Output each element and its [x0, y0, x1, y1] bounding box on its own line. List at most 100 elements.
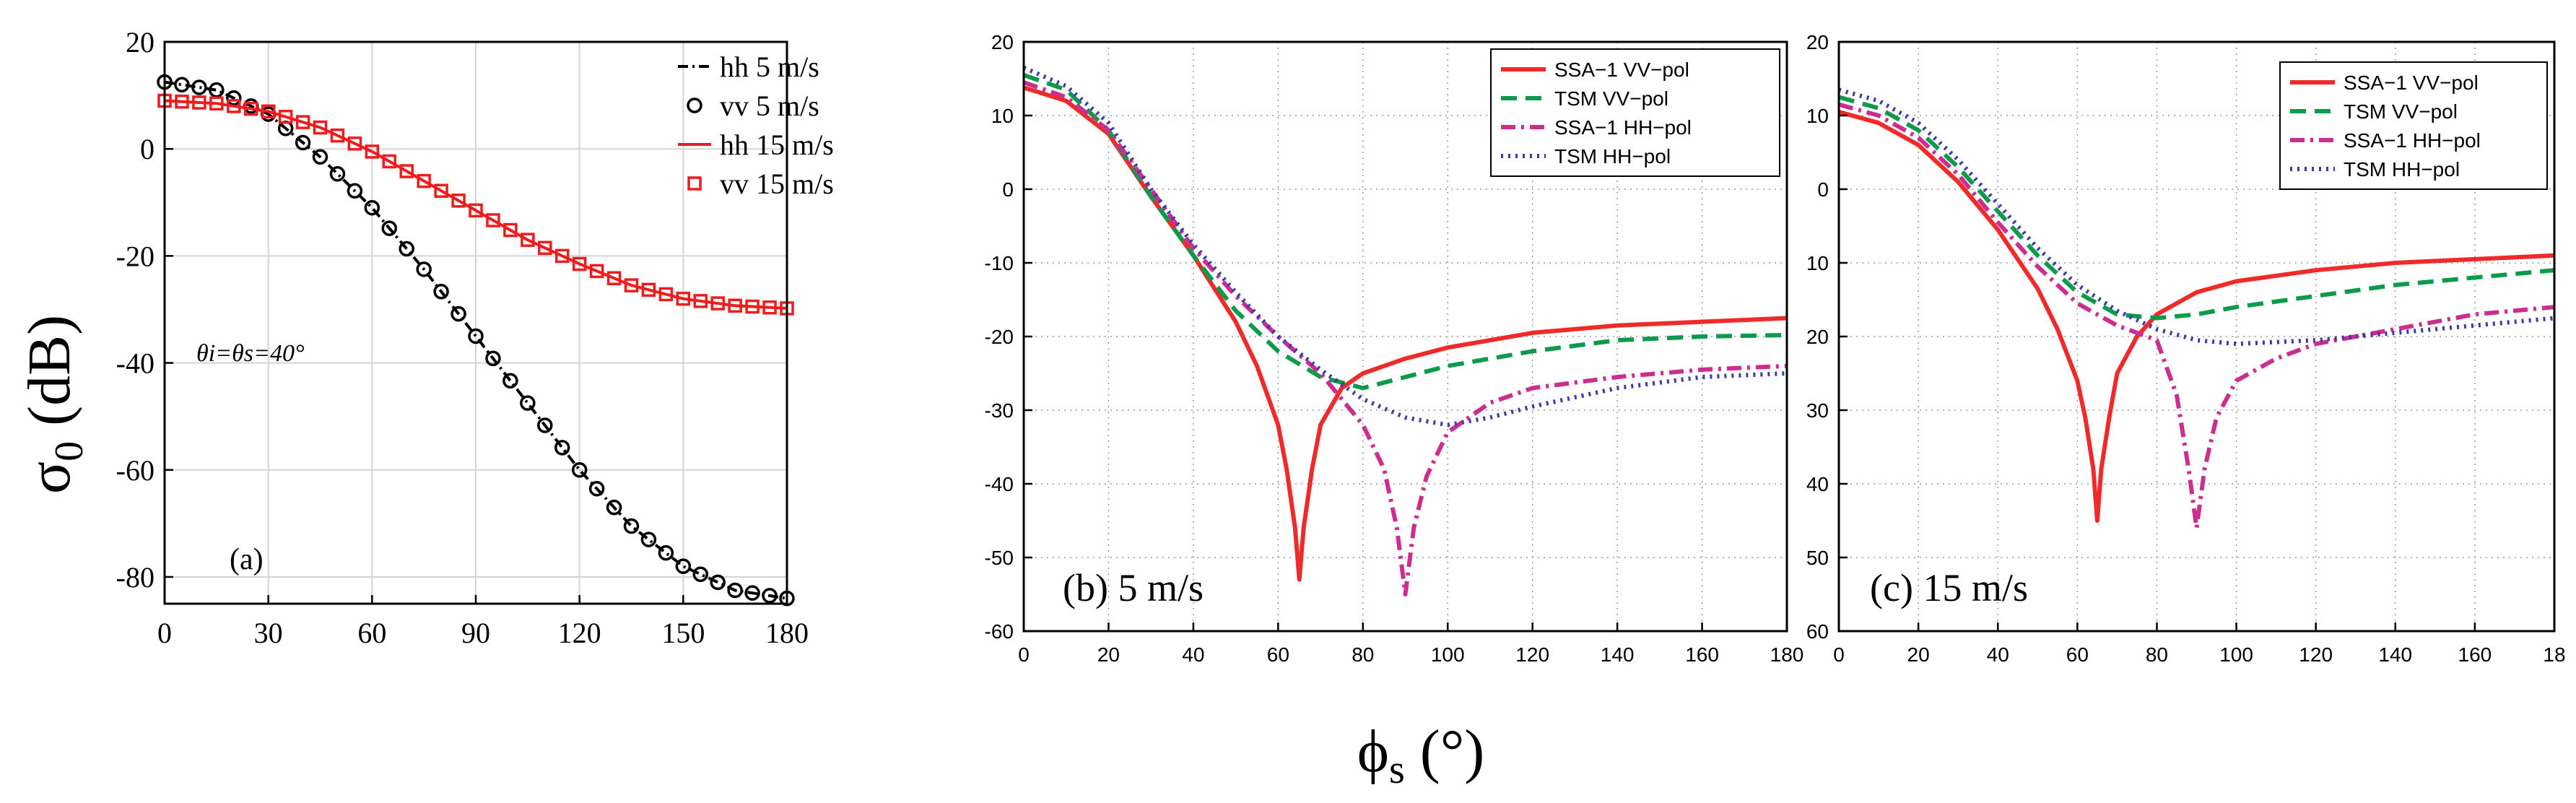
x-tick-label-c: 0 [1833, 643, 1845, 666]
marker-a-3 [434, 183, 448, 198]
marker-a-1 [226, 90, 242, 106]
marker-a-3 [469, 203, 483, 218]
marker-a-3 [641, 282, 656, 298]
marker-a-3 [486, 213, 500, 227]
panel-c: 0 20 40 60 80 100 120 140 160 1820100102030405060… [1806, 31, 2566, 666]
y-tick-label-c: 40 [1806, 473, 1829, 495]
marker-a-1 [554, 440, 570, 456]
y-tick-label-a: -80 [116, 561, 155, 594]
marker-a-3 [175, 94, 189, 109]
series-line-a-0 [164, 80, 788, 600]
marker-a-1 [606, 499, 622, 516]
legend-label-c: SSA−1 VV−pol [2344, 71, 2479, 94]
marker-a-1 [329, 166, 346, 182]
marker-a-3 [313, 120, 328, 135]
y-tick-label-b: 20 [991, 31, 1014, 53]
x-tick-label-c: 40 [1987, 643, 2009, 666]
panel-a: 0 30 60 90 120 150 180 20 0 -20 -40 -60 -80 hh 5 m/s v… [116, 26, 834, 649]
panel-label-b: (b) 5 m/s [1063, 566, 1204, 609]
marker-a-1 [451, 305, 466, 322]
series-line-c-1 [1838, 95, 2555, 321]
marker-a-1 [640, 531, 657, 547]
y-tick-label-c: 60 [1806, 620, 1829, 643]
x-tick-label-c: 120 [2299, 643, 2333, 666]
marker-a-3 [676, 291, 691, 306]
marker-a-1 [658, 544, 674, 561]
marker-a-3 [503, 222, 518, 238]
y-tick-label-c: 20 [1806, 326, 1829, 348]
x-tick-label-b: 20 [1097, 643, 1120, 666]
y-tick-label-c: 50 [1806, 547, 1829, 569]
marker-a-1 [433, 284, 449, 300]
marker-a-3 [278, 109, 293, 124]
legend-label-c: TSM VV−pol [2344, 100, 2458, 123]
legend-b: SSA−1 VV−pol TSM VV−pol SSA−1 HH−pol TSM HH… [1490, 48, 1780, 177]
y-tick-label-c: 10 [1806, 105, 1829, 127]
x-tick-label-a: 180 [765, 617, 809, 649]
marker-a-3 [606, 271, 622, 286]
legend-label-c: TSM HH−pol [2344, 158, 2460, 181]
legend-c: SSA−1 VV−pol TSM VV−pol SSA−1 HH−pol TSM HH… [2279, 61, 2548, 190]
y-tick-label-c: 20 [1806, 31, 1829, 53]
marker-a-3 [295, 115, 310, 129]
x-tick-label-c: 100 [2219, 643, 2253, 666]
x-tick-label-a: 120 [558, 617, 601, 649]
marker-a-1 [364, 199, 380, 216]
marker-a-1 [347, 183, 363, 199]
marker-a-3 [330, 128, 345, 143]
marker-a-3 [382, 154, 397, 169]
marker-a-1 [588, 480, 605, 497]
marker-a-1 [416, 261, 432, 277]
x-tick-label-b: 140 [1601, 643, 1635, 666]
marker-a-3 [227, 99, 241, 113]
marker-a-3 [365, 144, 380, 159]
x-tick-label-c: 18 [2543, 643, 2565, 666]
series-line-b-3 [1022, 65, 1788, 427]
marker-a-1 [744, 585, 760, 601]
x-tick-label-b: 0 [1018, 643, 1030, 666]
marker-a-3 [399, 164, 414, 178]
x-tick-label-b: 80 [1352, 643, 1374, 666]
marker-a-1 [174, 77, 190, 93]
x-tick-label-b: 160 [1685, 643, 1719, 666]
marker-a-1 [762, 588, 778, 604]
legend-label-a: vv 15 m/s [720, 168, 834, 200]
marker-a-1 [295, 134, 311, 151]
x-tick-label-b: 100 [1431, 643, 1465, 666]
x-tick-label-a: 90 [461, 617, 490, 649]
legend-label-b: SSA−1 HH−pol [1554, 116, 1692, 139]
x-tick-label-a: 0 [157, 617, 172, 649]
marker-a-1 [623, 518, 640, 534]
marker-a-1 [381, 220, 398, 236]
y-tick-label-b: -20 [985, 326, 1014, 348]
legend-label-a: vv 5 m/s [720, 90, 819, 122]
marker-a-3 [554, 248, 570, 264]
marker-a-1 [468, 328, 484, 344]
legend-swatch-a [687, 97, 702, 113]
y-tick-label-b: -60 [985, 620, 1014, 643]
x-tick-label-c: 140 [2378, 643, 2412, 666]
marker-a-3 [658, 287, 674, 302]
x-tick-label-b: 120 [1515, 643, 1549, 666]
marker-a-3 [589, 264, 604, 279]
x-tick-label-c: 160 [2458, 643, 2492, 666]
panel-label-a: (a) [230, 543, 264, 576]
marker-a-3 [243, 101, 258, 116]
marker-a-3 [710, 296, 725, 311]
legend-label-a: hh 15 m/s [720, 129, 834, 161]
marker-a-3 [347, 136, 362, 151]
figure-x-label: ϕs (°) [1357, 718, 1485, 792]
y-tick-label-b: -40 [985, 473, 1014, 495]
marker-a-1 [710, 574, 726, 591]
marker-a-3 [417, 173, 431, 188]
marker-a-3 [693, 294, 708, 308]
legend-label-b: TSM VV−pol [1554, 87, 1668, 110]
x-tick-label-c: 60 [2066, 643, 2089, 666]
x-tick-label-b: 60 [1267, 643, 1289, 666]
x-tick-label-a: 60 [357, 617, 386, 649]
series-line-b-0 [1023, 85, 1788, 582]
y-tick-label-b: 10 [991, 105, 1014, 127]
marker-a-3 [572, 256, 587, 272]
y-tick-label-a: 20 [126, 26, 155, 58]
